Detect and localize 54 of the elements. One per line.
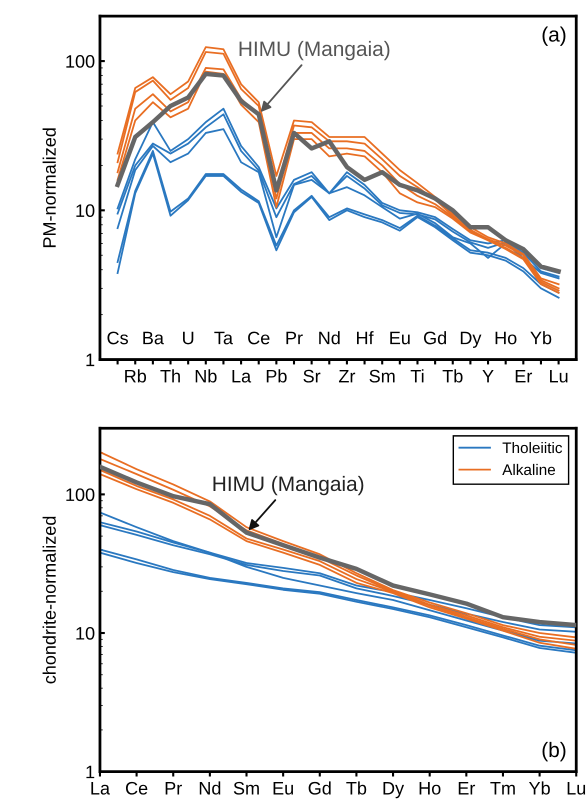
x-tick-label: Dy [460,332,482,348]
y-axis-title: chondrite-normalized [42,516,56,684]
x-tick-label: Gd [424,331,446,344]
annotation: HIMU (Mangaia) [240,40,390,60]
x-tick-label: Pr [286,332,303,344]
y-axis-title: PM-normalized [42,128,56,248]
x-tick-label: La [91,782,110,795]
x-tick-label: Lu [550,370,568,383]
x-tick-label: Sm [234,782,259,795]
x-tick-label: Rb [125,369,146,383]
x-tick-label: Lu [568,782,586,795]
x-tick-label: Tm [490,782,515,794]
x-tick-label: Tb [442,369,463,383]
x-tick-label: Nd [200,781,220,795]
x-tick-label: Pb [266,369,287,383]
x-tick-label: Ho [420,782,440,795]
x-tick-label: Cs [107,332,128,344]
x-tick-label: Ce [248,332,270,344]
annotation: (b) [542,742,566,762]
x-tick-label: Ho [496,332,516,344]
x-tick-label: Sr [303,370,320,383]
x-tick-label: Pr [166,782,182,794]
x-tick-label: Yb [530,331,552,344]
y-tick-label: 1 [86,354,94,366]
y-tick-label: 10 [76,626,94,640]
x-tick-label: Ba [143,332,164,344]
x-tick-label: Ti [410,369,424,382]
x-tick-label: Er [458,782,476,794]
y-tick-label: 100 [66,55,94,68]
y-tick-label: 10 [76,204,94,218]
annotation: (a) [542,26,566,46]
x-tick-label: Yb [528,781,550,795]
x-tick-label: Y [482,370,494,382]
x-tick-label: Gd [308,781,331,795]
x-tick-label: Sm [369,370,395,383]
x-tick-label: Tb [346,781,366,795]
x-tick-label: La [232,370,252,383]
x-tick-label: Ta [214,332,233,344]
x-tick-label: Dy [384,782,404,798]
x-tick-label: Er [516,370,532,382]
y-tick-label: 1 [86,766,94,778]
x-tick-label: Eu [390,332,410,344]
x-tick-label: U [183,332,194,344]
x-tick-label: Zr [338,370,356,382]
y-tick-label: 100 [66,488,94,502]
x-tick-label: Nb [196,369,217,383]
x-tick-label: Ce [126,782,148,795]
x-tick-label: Eu [274,782,293,795]
annotation: HIMU (Mangaia) [213,476,364,496]
legend-label: Tholeiitic [502,442,562,454]
legend-label: Alkaline [502,464,556,476]
x-tick-label: Hf [357,331,374,344]
x-tick-label: Th [160,369,180,382]
x-tick-label: Nd [319,331,340,344]
